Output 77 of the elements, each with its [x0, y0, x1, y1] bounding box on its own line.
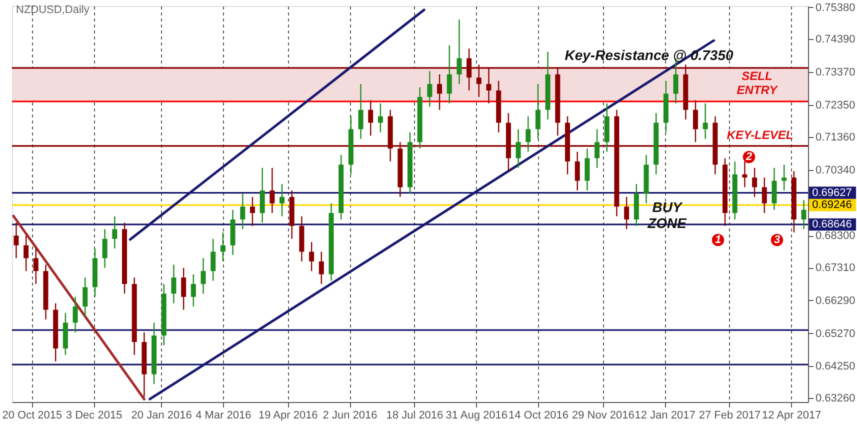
candlestick [200, 258, 206, 294]
y-tick-label: 0.71360 [816, 131, 856, 144]
candlestick [702, 102, 708, 140]
ref-line-label: 0.68646 [812, 218, 852, 230]
x-tick-label: 20 Oct 2015 [2, 410, 62, 422]
y-tick-label: 0.65270 [816, 328, 856, 340]
candlestick [446, 44, 452, 104]
candlestick [594, 128, 600, 168]
y-tick-label: 0.67310 [816, 262, 856, 274]
candlestick [171, 264, 176, 304]
y-tick-label: 0.64250 [816, 360, 856, 373]
y-tick-label: 0.74390 [816, 34, 856, 46]
annotation: Key-Resistance @ 0.7350 [564, 47, 734, 63]
chart-title: NZDUSD,Daily [16, 4, 90, 16]
candlestick [82, 276, 88, 317]
candlestick [574, 151, 580, 192]
x-tick-label: 31 Aug 2016 [446, 410, 508, 422]
candlestick [782, 164, 787, 192]
candlestick [742, 160, 748, 188]
annotation: 1 [714, 234, 722, 246]
candlestick [24, 235, 29, 272]
x-tick-label: 3 Dec 2015 [66, 410, 122, 422]
candlestick [102, 228, 108, 268]
candlestick [72, 296, 78, 333]
annotation: SELL ENTRY [736, 69, 778, 97]
y-tick-label: 0.75380 [816, 2, 856, 14]
y-tick-label: 0.63260 [816, 392, 856, 405]
y-tick-label: 0.70340 [816, 164, 856, 176]
candlestick [762, 176, 767, 214]
candlestick [692, 100, 698, 143]
y-tick-label: 0.66290 [816, 294, 856, 307]
candlestick [112, 216, 118, 250]
y-tick-label: 0.73370 [816, 66, 856, 79]
candlestick [516, 128, 521, 168]
candlestick [14, 222, 19, 259]
candlestick [190, 274, 196, 308]
candlestick [526, 116, 531, 152]
candlestick [260, 167, 265, 224]
candlestick [535, 83, 540, 140]
candlestick [378, 102, 383, 134]
y-tick-label: 0.68300 [816, 230, 856, 242]
candlestick [368, 100, 374, 136]
candlestick [181, 267, 186, 310]
ref-line-label: 0.69627 [812, 186, 852, 199]
candlestick [318, 251, 324, 285]
annotation: 2 [744, 151, 752, 163]
candlestick [584, 148, 590, 192]
candlestick [250, 196, 255, 227]
x-tick-label: 18 Jul 2016 [386, 410, 444, 422]
x-tick-label: 4 Mar 2016 [196, 410, 252, 422]
candlestick [427, 70, 432, 108]
candlestick [309, 241, 314, 272]
candlestick [752, 167, 758, 198]
candlestick [210, 238, 216, 282]
x-tick-label: 2 Jun 2016 [322, 410, 378, 422]
candlestick [33, 248, 38, 285]
x-tick-label: 19 Apr 2016 [258, 410, 318, 422]
candlestick [456, 18, 462, 85]
x-tick-label: 29 Nov 2016 [572, 410, 634, 422]
x-tick-label: 27 Feb 2017 [698, 410, 761, 422]
x-tick-label: 14 Oct 2016 [508, 410, 568, 422]
candlestick [280, 183, 285, 217]
x-tick-label: 12 Jan 2017 [634, 410, 696, 422]
candlestick [437, 74, 442, 110]
annotation: 3 [774, 234, 780, 246]
candlestick [801, 200, 806, 230]
candlestick [220, 232, 226, 262]
candlestick [358, 83, 364, 140]
annotation: KEY-LEVEL [726, 128, 794, 142]
ref-line-label: 0.69246 [812, 199, 852, 212]
x-tick-label: 20 Jan 2016 [131, 410, 192, 422]
candlestick [772, 167, 777, 210]
y-tick-label: 0.72350 [816, 100, 856, 112]
candlestick [240, 193, 246, 230]
x-tick-label: 12 Apr 2017 [762, 410, 822, 422]
candlestick [270, 167, 275, 214]
candlestick [624, 196, 630, 230]
